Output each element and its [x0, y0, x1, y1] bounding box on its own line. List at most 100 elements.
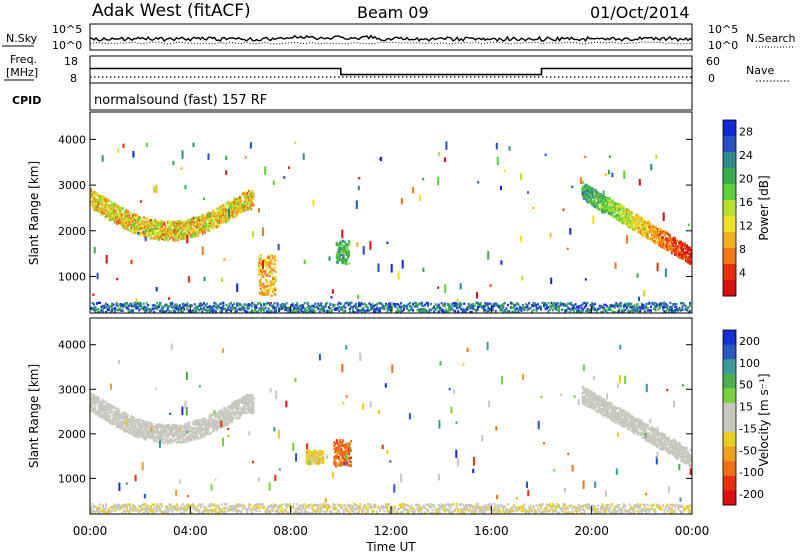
- scatter-cell: [143, 230, 146, 233]
- scatter-cell: [155, 190, 158, 194]
- scatter-cell: [160, 228, 162, 231]
- scatter-cell: [96, 193, 99, 196]
- scatter-cell: [470, 306, 473, 309]
- scatter-cell: [520, 307, 523, 310]
- scatter-cell: [127, 424, 130, 428]
- scatter-cell: [96, 302, 98, 305]
- scatter-cell: [145, 228, 148, 231]
- scatter-cell: [201, 232, 204, 235]
- scatter-cell: [571, 304, 574, 307]
- scatter-cell: [95, 194, 98, 197]
- scatter-cell: [500, 260, 503, 263]
- scatter-cell: [179, 220, 182, 223]
- scatter-cell: [127, 414, 130, 417]
- scatter-cell: [122, 217, 125, 220]
- scatter-cell: [646, 223, 649, 226]
- scatter-cell: [261, 262, 264, 265]
- scatter-cell: [173, 224, 176, 228]
- scatter-cell: [380, 156, 383, 160]
- scatter-cell: [418, 309, 421, 312]
- scatter-cell: [121, 308, 124, 311]
- scatter-cell: [345, 261, 348, 264]
- scatter-cell: [569, 228, 572, 231]
- scatter-cell: [183, 308, 186, 311]
- scatter-cell: [102, 198, 105, 201]
- scatter-cell: [152, 220, 155, 224]
- scatter-cell: [144, 233, 147, 236]
- scatter-cell: [141, 431, 144, 434]
- scatter-cell: [521, 307, 524, 311]
- scatter-cell: [151, 432, 153, 436]
- scatter-cell: [250, 208, 253, 211]
- scatter-cell: [92, 293, 95, 296]
- scatter-cell: [305, 309, 308, 312]
- scatter-cell: [120, 415, 123, 418]
- scatter-cell: [183, 220, 186, 223]
- scatter-cell: [102, 209, 105, 212]
- scatter-cell: [347, 301, 350, 305]
- scatter-cell: [277, 245, 280, 249]
- freq-panel: Freq. [MHz] 18 8 60 0 Nave: [4, 53, 790, 85]
- scatter-cell: [120, 309, 123, 312]
- scatter-cell: [175, 221, 178, 224]
- scatter-cell: [490, 303, 493, 306]
- scatter-cell: [568, 307, 571, 310]
- scatter-cell: [175, 224, 178, 227]
- scatter-cell: [226, 217, 229, 220]
- scatter-cell: [94, 307, 97, 310]
- scatter-cell: [91, 307, 94, 311]
- scatter-cell: [360, 308, 363, 311]
- scatter-cell: [175, 228, 178, 231]
- scatter-cell: [120, 422, 123, 425]
- y-tick-label: 1000: [58, 270, 86, 283]
- scatter-cell: [120, 221, 123, 224]
- scatter-cell: [171, 233, 174, 237]
- scatter-cell: [341, 235, 344, 239]
- scatter-cell: [187, 280, 190, 283]
- scatter-cell: [369, 306, 372, 309]
- scatter-cell: [565, 309, 568, 312]
- scatter-cell: [362, 306, 365, 310]
- scatter-cell: [125, 430, 127, 434]
- scatter-cell: [359, 301, 362, 305]
- scatter-cell: [100, 407, 103, 410]
- scatter-cell: [130, 423, 133, 426]
- scatter-cell: [216, 304, 219, 307]
- scatter-cell: [662, 216, 665, 219]
- scatter-cell: [92, 197, 95, 201]
- scatter-cell: [184, 223, 187, 226]
- scatter-cell: [138, 218, 141, 221]
- scatter-cell: [109, 218, 112, 222]
- scatter-cell: [236, 283, 239, 286]
- scatter-cell: [646, 302, 649, 306]
- scatter-cell: [601, 208, 603, 212]
- scatter-cell: [117, 205, 120, 208]
- scatter-cell: [338, 309, 341, 313]
- scatter-cell: [145, 144, 148, 148]
- scatter-cell: [217, 210, 220, 213]
- scatter-cell: [611, 199, 614, 202]
- scatter-cell: [181, 306, 184, 309]
- scatter-cell: [249, 310, 252, 314]
- scatter-cell: [302, 306, 305, 309]
- scatter-cell: [487, 251, 490, 254]
- scatter-cell: [570, 308, 573, 311]
- scatter-cell: [233, 200, 236, 204]
- scatter-cell: [303, 261, 306, 264]
- scatter-cell: [225, 303, 228, 307]
- scatter-cell: [582, 308, 585, 311]
- scatter-cell: [154, 230, 157, 234]
- scatter-cell: [336, 307, 339, 310]
- scatter-cell: [155, 188, 158, 192]
- scatter-cell: [264, 172, 267, 175]
- scatter-cell: [139, 231, 142, 234]
- scatter-cell: [119, 415, 122, 419]
- scatter-cell: [592, 307, 595, 311]
- scatter-cell: [97, 396, 100, 399]
- scatter-cell: [140, 423, 143, 426]
- scatter-cell: [119, 427, 122, 431]
- scatter-cell: [135, 217, 138, 220]
- scatter-cell: [205, 228, 208, 231]
- scatter-cell: [182, 232, 185, 235]
